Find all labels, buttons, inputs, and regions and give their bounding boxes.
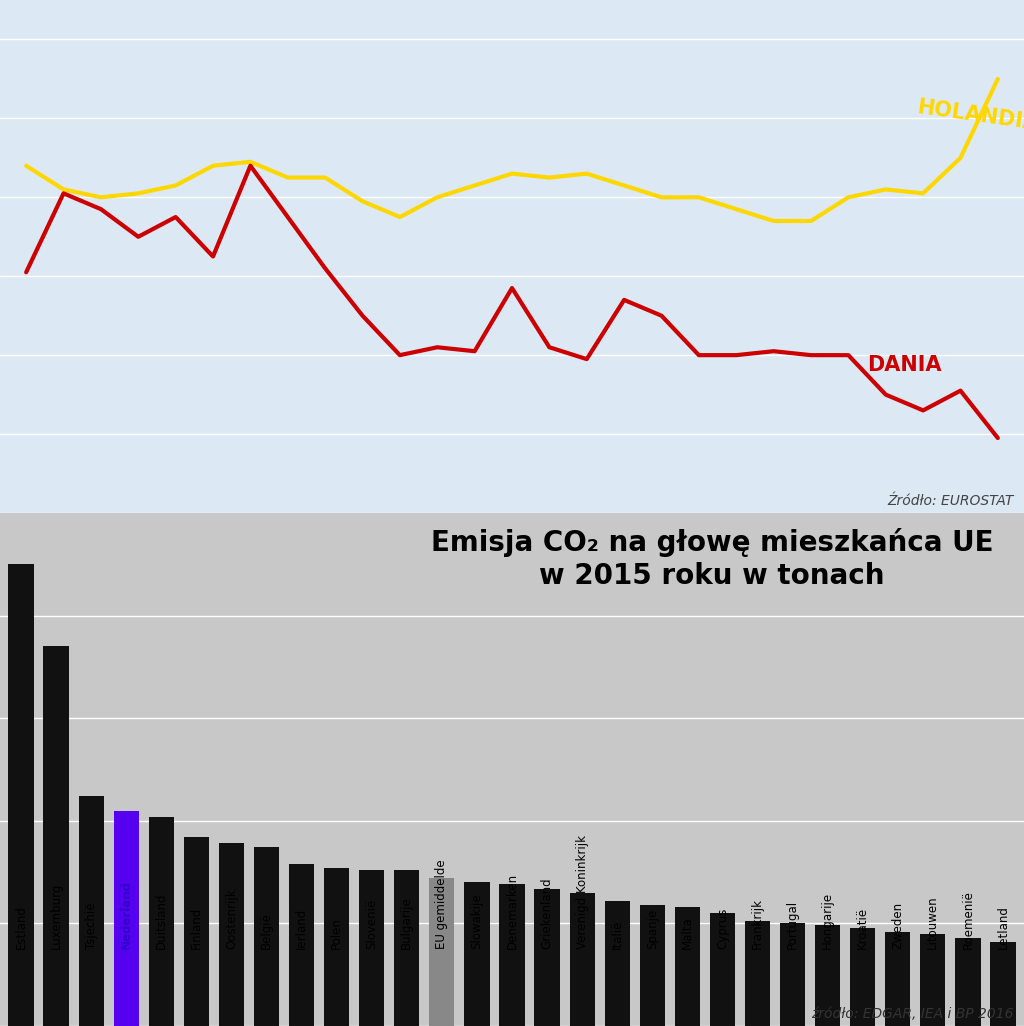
- Bar: [324, 868, 349, 1026]
- Bar: [640, 905, 665, 1026]
- Bar: [8, 564, 34, 1026]
- Text: Nederland: Nederland: [120, 880, 133, 949]
- Bar: [289, 864, 314, 1026]
- Bar: [744, 921, 770, 1026]
- Text: Oostenrijk: Oostenrijk: [225, 889, 238, 949]
- Bar: [429, 878, 455, 1026]
- Text: Luxemburg: Luxemburg: [49, 882, 62, 949]
- Text: Cyprus: Cyprus: [716, 908, 729, 949]
- Bar: [500, 884, 524, 1026]
- Text: Kroatië: Kroatië: [856, 907, 869, 949]
- Bar: [815, 925, 841, 1026]
- Text: Spanje: Spanje: [646, 909, 658, 949]
- Text: Frankrijk: Frankrijk: [751, 898, 764, 949]
- Text: Slovenië: Slovenië: [366, 899, 378, 949]
- Text: EU gemiddelde: EU gemiddelde: [435, 860, 449, 949]
- Bar: [43, 646, 69, 1026]
- Text: Verenigd Koninkrijk: Verenigd Koninkrijk: [575, 835, 589, 949]
- Bar: [955, 938, 981, 1026]
- Bar: [219, 843, 244, 1026]
- Bar: [464, 882, 489, 1026]
- Text: België: België: [260, 912, 273, 949]
- Bar: [710, 913, 735, 1026]
- Text: Denemarken: Denemarken: [506, 873, 518, 949]
- Bar: [535, 889, 560, 1026]
- Text: DANIA: DANIA: [867, 355, 941, 374]
- Bar: [885, 932, 910, 1026]
- Text: Zweden: Zweden: [891, 902, 904, 949]
- Text: Letland: Letland: [996, 905, 1010, 949]
- Bar: [780, 923, 805, 1026]
- Bar: [254, 847, 280, 1026]
- Bar: [359, 870, 384, 1026]
- Text: Malta: Malta: [681, 916, 694, 949]
- Text: Duitsland: Duitsland: [155, 893, 168, 949]
- Bar: [604, 901, 630, 1026]
- Bar: [569, 893, 595, 1026]
- Text: Ierland: Ierland: [295, 908, 308, 949]
- Bar: [675, 907, 700, 1026]
- Bar: [990, 942, 1016, 1026]
- Bar: [148, 817, 174, 1026]
- Bar: [394, 870, 420, 1026]
- Text: Źródło: EUROSTAT: Źródło: EUROSTAT: [888, 494, 1014, 508]
- Text: Litouwen: Litouwen: [927, 896, 939, 949]
- Bar: [79, 796, 103, 1026]
- Bar: [850, 928, 876, 1026]
- Text: Finland: Finland: [189, 907, 203, 949]
- Text: HOLANDIA: HOLANDIA: [915, 97, 1024, 134]
- Text: Hongarije: Hongarije: [821, 892, 835, 949]
- Text: Estland: Estland: [14, 905, 28, 949]
- Text: źródło: EDGAR, IEA i BP 2016: źródło: EDGAR, IEA i BP 2016: [811, 1007, 1014, 1021]
- Bar: [114, 811, 139, 1026]
- Text: Tsjechië: Tsjechië: [85, 903, 97, 949]
- Bar: [183, 837, 209, 1026]
- Text: Bulgarije: Bulgarije: [400, 897, 414, 949]
- Text: Portugal: Portugal: [786, 900, 799, 949]
- Text: Emisja CO₂ na głowę mieszkańca UE
w 2015 roku w tonach: Emisja CO₂ na głowę mieszkańca UE w 2015…: [431, 528, 993, 590]
- Text: Griekenland: Griekenland: [541, 877, 554, 949]
- Bar: [921, 934, 945, 1026]
- Text: Roemenië: Roemenië: [962, 891, 975, 949]
- Text: Polen: Polen: [330, 917, 343, 949]
- Text: Slowakije: Slowakije: [470, 894, 483, 949]
- Text: Italië: Italië: [610, 919, 624, 949]
